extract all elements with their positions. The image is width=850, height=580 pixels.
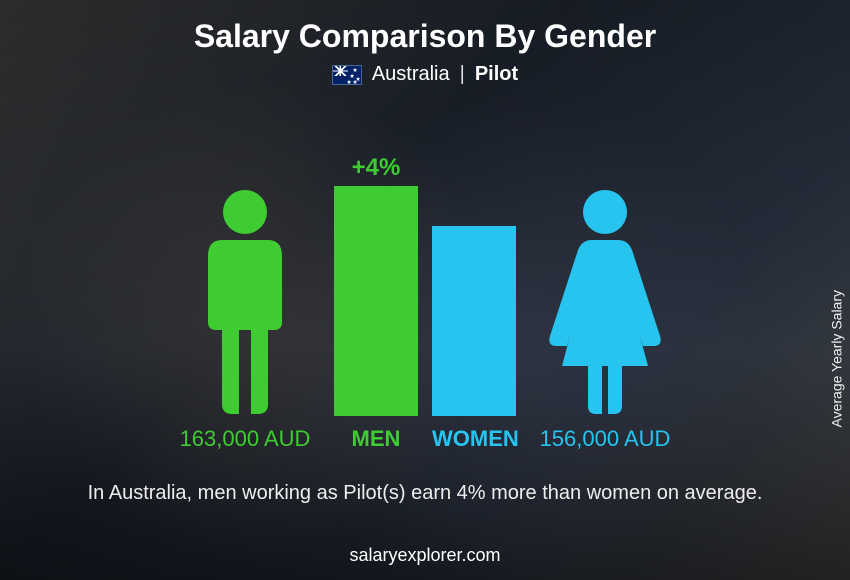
men-label: MEN	[352, 426, 401, 451]
woman-icon	[545, 186, 665, 416]
subtitle-row: Australia | Pilot	[332, 63, 518, 86]
women-label: WOMEN	[432, 426, 519, 451]
separator: |	[460, 63, 465, 86]
chart-area	[65, 106, 785, 416]
man-icon	[190, 186, 300, 416]
women-label-cell: WOMEN	[432, 426, 516, 452]
women-bar	[432, 226, 516, 416]
women-salary: 156,000 AUD	[540, 426, 671, 451]
men-salary: 163,000 AUD	[180, 426, 311, 451]
label-row: 163,000 AUD MEN WOMEN 156,000 AUD	[65, 426, 785, 452]
men-icon-column	[170, 186, 320, 416]
women-salary-cell: 156,000 AUD	[530, 426, 680, 452]
australia-flag-icon	[332, 65, 362, 85]
infographic-container: Salary Comparison By Gender Australia | …	[0, 0, 850, 580]
men-bar	[334, 186, 418, 416]
footer-source: salaryexplorer.com	[0, 545, 850, 566]
caption-text: In Australia, men working as Pilot(s) ea…	[88, 480, 763, 507]
men-bar-column	[334, 186, 418, 416]
y-axis-label: Average Yearly Salary	[828, 290, 844, 428]
job-title: Pilot	[475, 63, 518, 86]
women-bar-column	[432, 226, 516, 416]
country-label: Australia	[372, 63, 450, 86]
main-title: Salary Comparison By Gender	[194, 18, 656, 55]
women-icon-column	[530, 186, 680, 416]
men-salary-cell: 163,000 AUD	[170, 426, 320, 452]
men-label-cell: MEN	[334, 426, 418, 452]
